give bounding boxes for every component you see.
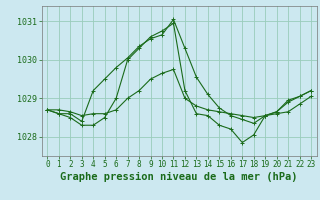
X-axis label: Graphe pression niveau de la mer (hPa): Graphe pression niveau de la mer (hPa) (60, 172, 298, 182)
